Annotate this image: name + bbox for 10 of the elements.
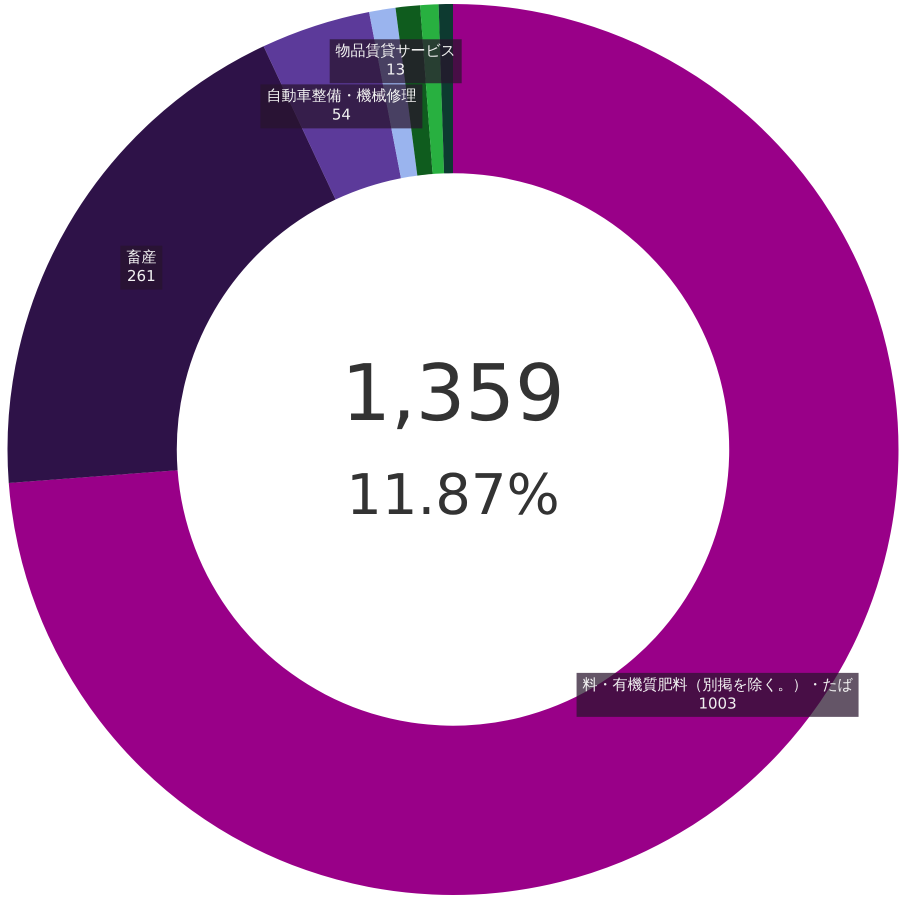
slice-label: 物品賃貸サービス	[336, 42, 456, 60]
data-label: 13	[386, 60, 406, 79]
data-label: 1003	[698, 694, 737, 712]
slice-label: 料・有機質肥料（別掲を除く。）・たば	[582, 675, 854, 694]
slice-label: 自動車整備・機械修理	[266, 86, 416, 105]
slice-label: 畜産	[126, 248, 156, 266]
data-label: 54	[332, 106, 351, 124]
text: 1,359	[341, 348, 565, 439]
text: 11.87%	[346, 463, 560, 528]
data-label: 261	[127, 267, 156, 286]
